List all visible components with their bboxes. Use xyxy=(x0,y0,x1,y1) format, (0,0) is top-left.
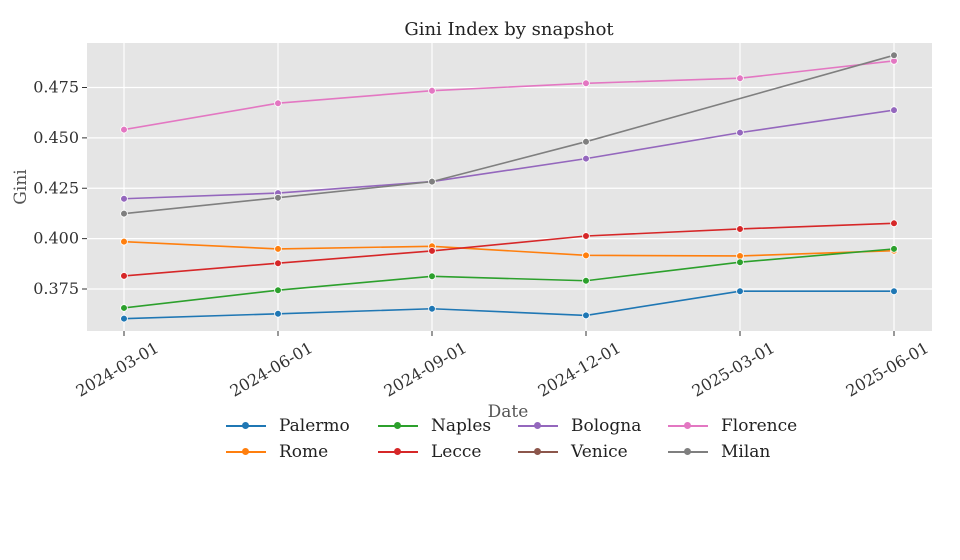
legend-item-venice: Venice xyxy=(518,440,668,463)
legend-marker-icon xyxy=(668,447,708,457)
y-axis-label: Gini xyxy=(11,169,31,205)
data-point xyxy=(736,128,744,137)
legend-item-naples: Naples xyxy=(378,414,518,437)
data-point xyxy=(120,304,128,312)
legend-label: Milan xyxy=(721,441,771,462)
legend-marker-icon xyxy=(226,447,266,457)
legend-marker-icon xyxy=(378,447,418,457)
legend-label: Venice xyxy=(571,441,628,462)
legend-marker-icon xyxy=(518,447,558,457)
y-tick-label: 0.375 xyxy=(33,279,79,298)
data-point xyxy=(274,259,282,268)
y-tick-label: 0.475 xyxy=(33,78,79,97)
data-point xyxy=(582,232,590,240)
y-tick-label: 0.450 xyxy=(33,128,79,147)
series-lines xyxy=(120,51,898,323)
legend-label: Palermo xyxy=(279,415,350,436)
data-point xyxy=(736,74,744,83)
x-tick-label: 2024-09-01 xyxy=(381,338,470,401)
data-point xyxy=(890,51,898,60)
legend-marker-icon xyxy=(668,421,708,431)
y-tick-label: 0.400 xyxy=(33,229,79,248)
data-point xyxy=(582,251,590,260)
data-point xyxy=(120,237,128,246)
legend-item-milan: Milan xyxy=(668,440,808,463)
data-point xyxy=(736,258,744,267)
series-palermo xyxy=(120,287,898,323)
data-point xyxy=(274,99,282,108)
data-point xyxy=(736,287,744,296)
series-naples xyxy=(120,245,898,312)
chart-title: Gini Index by snapshot xyxy=(404,19,614,40)
data-point xyxy=(428,86,436,95)
legend-marker-icon xyxy=(518,421,558,431)
legend-item-bologna: Bologna xyxy=(518,414,668,437)
data-point xyxy=(890,287,898,296)
data-point xyxy=(428,272,436,281)
data-point xyxy=(890,245,898,253)
data-point xyxy=(582,79,590,88)
data-point xyxy=(736,225,744,233)
data-point xyxy=(890,106,898,114)
legend-marker-icon xyxy=(226,421,266,431)
data-point xyxy=(274,245,282,253)
data-point xyxy=(582,311,590,320)
data-point xyxy=(120,194,128,203)
data-point xyxy=(120,125,128,134)
legend-label: Lecce xyxy=(431,441,482,462)
y-axis: 0.375 0.400 0.425 0.450 0.475 xyxy=(33,78,87,298)
series-lecce xyxy=(120,219,898,280)
data-point xyxy=(274,193,282,202)
data-point xyxy=(582,154,590,163)
x-axis-label: Date xyxy=(488,402,529,422)
legend-label: Rome xyxy=(279,441,329,462)
data-point xyxy=(428,247,436,255)
plot-area xyxy=(87,43,932,331)
legend-item-florence: Florence xyxy=(668,414,808,437)
data-point xyxy=(582,137,590,146)
data-point xyxy=(582,276,590,285)
legend-item-palermo: Palermo xyxy=(226,414,378,437)
legend: Palermo Naples Bologna Florence Rome Lecce Ven… xyxy=(226,414,808,463)
x-tick-label: 2024-03-01 xyxy=(73,338,162,401)
x-tick-label: 2024-06-01 xyxy=(227,338,316,401)
data-point xyxy=(120,314,128,323)
x-tick-label: 2025-03-01 xyxy=(689,338,778,401)
legend-marker-icon xyxy=(378,421,418,431)
y-tick-label: 0.425 xyxy=(33,178,79,197)
x-tick-label: 2024-12-01 xyxy=(535,338,624,401)
data-point xyxy=(274,286,282,295)
legend-label: Naples xyxy=(431,415,492,436)
x-tick-label: 2025-06-01 xyxy=(843,338,932,401)
data-point xyxy=(890,219,898,228)
legend-item-rome: Rome xyxy=(226,440,378,463)
data-point xyxy=(736,252,744,260)
legend-label: Florence xyxy=(721,415,798,436)
legend-label: Bologna xyxy=(571,415,642,436)
series-milan xyxy=(120,51,898,218)
x-axis: 2024-03-01 2024-06-01 2024-09-01 2024-12-01… xyxy=(73,331,932,401)
data-point xyxy=(120,209,128,218)
legend-item-lecce: Lecce xyxy=(378,440,518,463)
data-point xyxy=(274,309,282,318)
data-point xyxy=(120,272,128,280)
data-point xyxy=(428,304,436,313)
data-point xyxy=(428,177,436,186)
